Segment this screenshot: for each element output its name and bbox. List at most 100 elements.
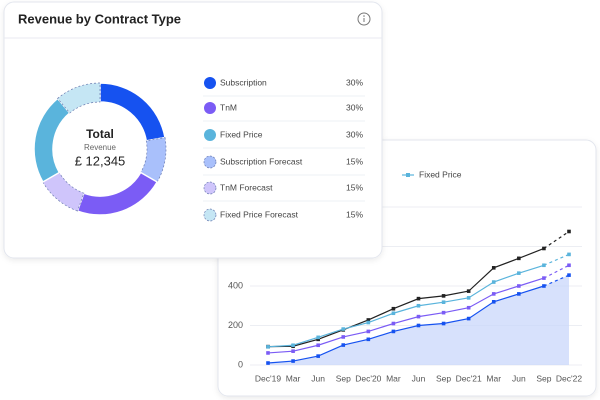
value-label: 30% xyxy=(346,77,363,87)
info-dot xyxy=(363,15,365,17)
info-circle[interactable] xyxy=(357,12,371,26)
legend-label: Subscription xyxy=(220,77,267,87)
point xyxy=(567,229,571,234)
point xyxy=(291,343,295,348)
x-tick-label: Jun xyxy=(512,373,526,383)
donut-segment xyxy=(42,172,85,212)
point xyxy=(366,320,371,325)
point xyxy=(441,321,446,326)
point xyxy=(466,296,471,300)
point xyxy=(391,329,396,334)
y-tick-label: 200 xyxy=(228,320,243,330)
line xyxy=(267,247,545,348)
x-tick-label: Sep xyxy=(336,373,351,383)
point xyxy=(291,359,295,363)
center-title: Total xyxy=(86,127,114,141)
point xyxy=(542,246,546,251)
point xyxy=(517,292,521,296)
point xyxy=(291,349,295,353)
x-tick-label: Sep xyxy=(536,373,551,383)
x-tick-label: Dec'19 xyxy=(255,373,281,383)
point xyxy=(416,314,421,319)
legend-marker xyxy=(204,77,216,89)
line xyxy=(267,277,545,354)
line xyxy=(543,274,570,287)
point xyxy=(391,306,396,311)
point xyxy=(316,354,320,358)
x-tick-label: Dec'22 xyxy=(556,373,582,383)
x-tick-label: Sep xyxy=(436,373,451,383)
legend-marker xyxy=(203,155,217,169)
donut-segment xyxy=(57,82,101,114)
point xyxy=(491,266,496,270)
point xyxy=(366,337,371,342)
value-label: 15% xyxy=(346,209,363,219)
donut-card: Revenue by Contract Type Total Revenue £… xyxy=(3,1,383,259)
donut-segment xyxy=(140,137,167,183)
legend-label: TnM xyxy=(220,102,237,112)
value-label: 15% xyxy=(346,156,363,166)
x-tick-label: Jun xyxy=(311,373,325,383)
point xyxy=(266,361,270,365)
x-tick-label: Mar xyxy=(486,373,501,383)
point xyxy=(466,289,471,293)
point xyxy=(567,273,571,277)
point xyxy=(542,263,546,268)
point xyxy=(466,316,471,321)
point xyxy=(341,335,346,339)
center-subtitle: Revenue xyxy=(84,143,117,152)
x-tick-label: Mar xyxy=(386,373,401,383)
point xyxy=(517,256,521,261)
x-tick-label: Dec'21 xyxy=(456,373,482,383)
point xyxy=(466,305,471,310)
value-label: 15% xyxy=(346,182,363,192)
point xyxy=(517,271,521,275)
y-tick-label: 0 xyxy=(238,359,243,369)
legend-marker xyxy=(406,173,410,177)
point xyxy=(542,276,546,280)
x-tick-label: Jun xyxy=(412,373,426,383)
legend-label: Fixed Price Forecast xyxy=(220,209,299,219)
legend-marker xyxy=(204,129,216,141)
line xyxy=(543,253,570,266)
point xyxy=(341,343,346,347)
point xyxy=(391,311,396,316)
value-label: 30% xyxy=(346,102,363,112)
point xyxy=(517,284,521,288)
card xyxy=(3,1,383,259)
point xyxy=(341,327,346,331)
point xyxy=(316,343,320,348)
x-tick-label: Mar xyxy=(286,373,301,383)
center-value: £ 12,345 xyxy=(75,153,126,168)
point xyxy=(416,323,421,328)
chart-title: Revenue by Contract Type xyxy=(18,11,181,26)
point xyxy=(366,329,371,334)
legend-marker xyxy=(203,208,217,222)
line xyxy=(543,264,570,279)
line xyxy=(543,230,570,249)
legend-label: Fixed Price xyxy=(419,169,462,179)
point xyxy=(316,337,320,342)
point xyxy=(491,292,496,296)
point xyxy=(567,263,571,268)
legend-marker xyxy=(204,102,216,114)
point xyxy=(567,252,571,257)
point xyxy=(441,294,446,298)
point xyxy=(266,351,270,355)
point xyxy=(441,310,446,315)
point xyxy=(266,345,270,349)
point xyxy=(491,280,496,284)
point xyxy=(416,296,421,301)
point xyxy=(491,300,496,304)
legend-label: Fixed Price xyxy=(220,129,263,139)
info-icon[interactable] xyxy=(357,12,371,26)
legend-label: TnM Forecast xyxy=(220,182,273,192)
point xyxy=(441,300,446,304)
point xyxy=(416,303,421,308)
line xyxy=(267,285,545,364)
point xyxy=(316,335,320,340)
line xyxy=(267,264,545,348)
point xyxy=(366,318,371,322)
area xyxy=(268,275,569,365)
